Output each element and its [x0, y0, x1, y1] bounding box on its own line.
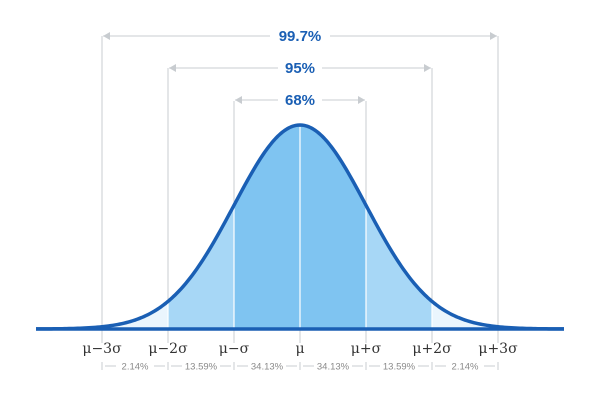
range-arrow-left: [169, 64, 176, 72]
range-arrow-right: [424, 64, 431, 72]
segment-2: 34.13%: [233, 362, 301, 373]
x-axis-tick-labels: μ−3σ μ−2σ μ−σ μ μ+σ μ+2σ μ+3σ: [82, 341, 518, 357]
tick-label: μ−2σ: [148, 341, 188, 357]
segment-0: 2.14%: [101, 362, 169, 373]
tick-label: μ+σ: [351, 341, 382, 357]
range-bracket-0: 68%: [235, 92, 365, 109]
segment-4: 13.59%: [365, 362, 433, 373]
segment-5: 2.14%: [431, 362, 499, 373]
tick-label: μ−3σ: [82, 341, 122, 357]
range-bracket-2: 99.7%: [103, 28, 497, 45]
segment-3: 34.13%: [299, 362, 367, 373]
band-area-1: [432, 301, 498, 329]
range-arrow-left: [103, 32, 110, 40]
bell-curve: [35, 123, 565, 331]
segment-percentages: 2.14% 13.59% 34.13% 34.13% 13.59% 2.14%: [101, 362, 499, 373]
segment-percentage-label: 34.13%: [251, 362, 284, 373]
band-area-0: [102, 301, 168, 329]
bell-curve-layer: [35, 123, 565, 331]
guide-lines: [101, 36, 499, 343]
range-bracket-1: 95%: [169, 60, 431, 77]
tick-label: μ−σ: [219, 341, 250, 357]
range-label: 95%: [285, 60, 315, 77]
range-label: 99.7%: [279, 28, 322, 45]
segment-percentage-label: 13.59%: [185, 362, 218, 373]
range-arrow-right: [490, 32, 497, 40]
segment-percentage-label: 13.59%: [383, 362, 416, 373]
segment-percentage-label: 34.13%: [317, 362, 350, 373]
range-arrow-right: [358, 96, 365, 104]
range-label: 68%: [285, 92, 315, 109]
segment-percentage-label: 2.14%: [452, 362, 479, 373]
range-brackets: 68% 95% 99.7%: [103, 28, 497, 109]
range-arrow-left: [235, 96, 242, 104]
segment-percentage-label: 2.14%: [122, 362, 149, 373]
segment-1: 13.59%: [167, 362, 235, 373]
tick-label: μ: [295, 341, 304, 357]
tick-label: μ+3σ: [478, 341, 518, 357]
tick-label: μ+2σ: [412, 341, 452, 357]
